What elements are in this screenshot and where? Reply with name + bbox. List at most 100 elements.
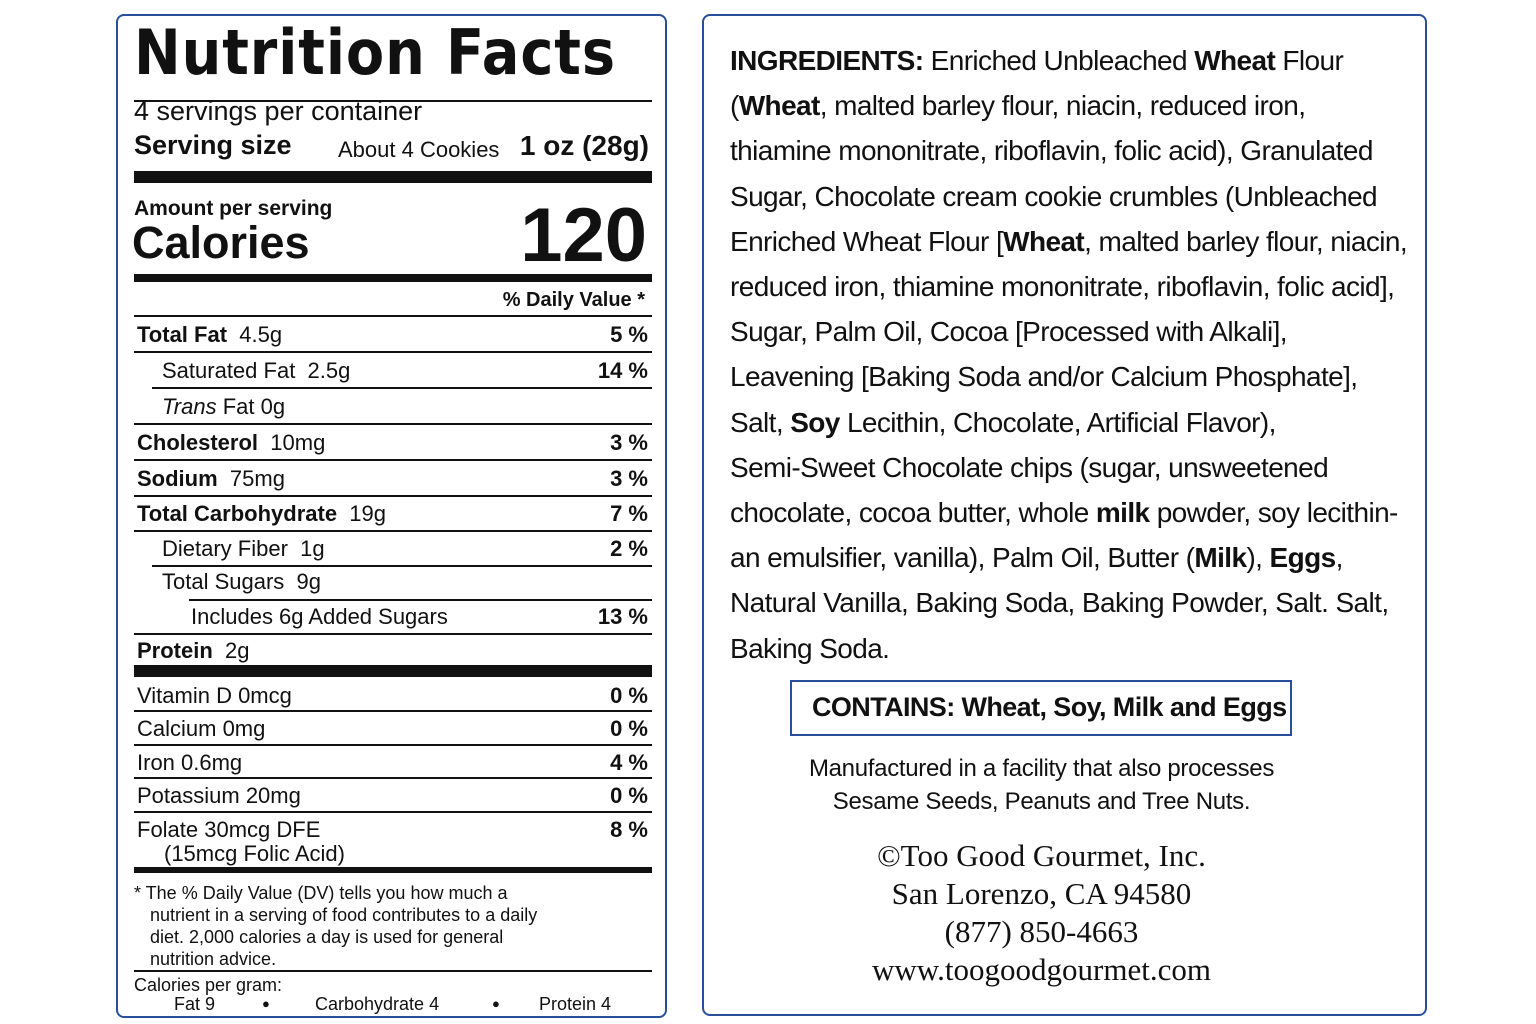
nutrient-dv: 3 %: [610, 466, 648, 491]
nutrient-name: Fat: [222, 394, 255, 419]
ingredients-panel: INGREDIENTS: Enriched Unbleached Wheat F…: [702, 14, 1427, 1016]
allergen-contains-text: CONTAINS: Wheat, Soy, Milk and Eggs: [812, 692, 1287, 722]
nutrient-row-added-sugars: Includes 6g Added Sugars 13 %: [134, 599, 652, 633]
ingredient-bold-segment: milk: [1095, 497, 1150, 529]
nutrient-label: Total Carbohydrate 19g: [137, 503, 386, 525]
divider: [134, 100, 652, 102]
ingredient-bold-segment: Wheat: [1194, 45, 1276, 76]
ingredient-segment: ,: [1335, 542, 1344, 574]
serving-size-value: 1 oz (28g): [519, 130, 649, 161]
nutrient-label: Dietary Fiber 1g: [162, 538, 325, 560]
nutrient-amount: 2g: [225, 638, 250, 663]
vitamin-dv: 0 %: [610, 783, 648, 808]
row-divider: [152, 387, 652, 389]
thick-divider: [134, 171, 652, 183]
ingredient-segment: Lecithin, Chocolate, Artificial Flavor),: [839, 406, 1276, 438]
ingredient-segment: Natural Vanilla, Baking Soda, Baking Pow…: [730, 587, 1389, 619]
row-divider: [134, 315, 652, 317]
vitamin-label: Calcium 0mg: [137, 716, 266, 741]
ingredient-line: Salt, Soy Lecithin, Chocolate, Artificia…: [730, 400, 1420, 445]
daily-value-header: % Daily Value *: [502, 289, 645, 311]
nutrient-row-cholesterol: Cholesterol 10mg 3 %: [134, 423, 652, 459]
calories-per-gram-label: Calories per gram:: [134, 975, 283, 995]
calories-value: 120: [520, 193, 647, 278]
nutrient-dv: 13 %: [597, 604, 648, 629]
ingredient-line: Baking Soda.: [730, 626, 1420, 671]
nutrient-name: Total Carbohydrate: [137, 501, 338, 526]
nutrient-name: Dietary Fiber: [162, 536, 288, 561]
bullet-icon: ●: [262, 996, 270, 1011]
ingredient-line: Semi-Sweet Chocolate chips (sugar, unswe…: [730, 445, 1420, 490]
nutrient-row-sodium: Sodium 75mg 3 %: [134, 459, 652, 495]
serving-size-label: Serving size: [134, 130, 292, 160]
ingredients-text: INGREDIENTS: Enriched Unbleached Wheat F…: [730, 38, 1420, 671]
ingredient-line: Leavening [Baking Soda and/or Calcium Ph…: [730, 354, 1420, 399]
vitamin-row-folate: Folate 30mcg DFE (15mcg Folic Acid) 8 %: [134, 811, 652, 867]
nutrient-name-italic: Trans: [162, 394, 217, 419]
nutrient-amount: 19g: [349, 501, 387, 526]
footnote-line: * The % Daily Value (DV) tells you how m…: [134, 883, 508, 903]
ingredient-segment: Leavening [Baking Soda and/or Calcium Ph…: [730, 361, 1358, 393]
row-divider: [134, 710, 652, 712]
row-divider: [134, 811, 652, 813]
nutrient-row-total-fat: Total Fat 4.5g 5 %: [134, 315, 652, 351]
ingredient-segment: powder, soy lecithin-: [1149, 497, 1399, 529]
calories-per-gram-fat: Fat 9: [174, 994, 216, 1014]
nutrient-label: Protein 2g: [137, 640, 250, 662]
nutrient-dv: 2 %: [610, 536, 648, 561]
nutrient-row-total-sugars: Total Sugars 9g: [134, 565, 652, 599]
nutrient-amount: 2.5g: [307, 358, 351, 383]
vitamin-label: Iron 0.6mg: [137, 750, 243, 775]
company-address: San Lorenzo, CA 94580: [891, 876, 1192, 911]
vitamin-dv: 0 %: [610, 683, 648, 708]
nutrient-amount: 75mg: [229, 466, 285, 491]
servings-per-container: 4 servings per container: [134, 96, 423, 126]
ingredient-bold-segment: INGREDIENTS:: [730, 45, 931, 76]
ingredient-bold-segment: Wheat: [1003, 225, 1085, 257]
calories-per-gram-carbohydrate: Carbohydrate 4: [315, 994, 440, 1014]
vitamin-label: Vitamin D 0mcg: [137, 683, 292, 708]
ingredient-line: thiamine mononitrate, riboflavin, folic …: [730, 128, 1420, 173]
facility-notice-line: Sesame Seeds, Peanuts and Tree Nuts.: [832, 788, 1251, 815]
nutrient-label: Total Fat 4.5g: [137, 324, 282, 346]
vitamin-dv: 0 %: [610, 716, 648, 741]
company-name: ©Too Good Gourmet, Inc.: [877, 838, 1206, 873]
nutrient-row-saturated-fat: Saturated Fat 2.5g 14 %: [134, 351, 652, 387]
allergen-contains-box: CONTAINS: Wheat, Soy, Milk and Eggs: [790, 680, 1292, 736]
vitamin-dv: 8 %: [610, 817, 648, 842]
ingredient-segment: Enriched Unbleached: [930, 45, 1195, 76]
ingredient-line: Enriched Wheat Flour [Wheat, malted barl…: [730, 219, 1420, 264]
thick-divider: [134, 665, 652, 677]
vitamin-label: Folate 30mcg DFE: [137, 817, 321, 842]
ingredient-bold-segment: Eggs: [1269, 542, 1337, 574]
calories-per-gram-protein: Protein 4: [539, 994, 612, 1014]
vitamin-row-vitamin-d: Vitamin D 0mcg 0 %: [134, 677, 652, 710]
daily-value-footnote: * The % Daily Value (DV) tells you how m…: [134, 882, 624, 970]
ingredient-segment: chocolate, cocoa butter, whole: [730, 497, 1096, 529]
footnote-line: nutrient in a serving of food contribute…: [150, 905, 538, 925]
nutrient-label: Cholesterol 10mg: [137, 432, 325, 454]
row-divider: [134, 495, 652, 497]
nutrient-name: Cholesterol: [137, 430, 259, 455]
ingredient-segment: thiamine mononitrate, riboflavin, folic …: [730, 135, 1373, 167]
vitamin-label: Potassium 20mg: [137, 783, 301, 808]
ingredient-segment: , malted barley flour, niacin,: [1084, 225, 1408, 257]
ingredient-segment: reduced iron, thiamine mononitrate, ribo…: [730, 271, 1395, 303]
nutrient-row-dietary-fiber: Dietary Fiber 1g 2 %: [134, 530, 652, 565]
ingredient-segment: an emulsifier, vanilla), Palm Oil, Butte…: [730, 542, 1195, 574]
nutrient-amount: 10mg: [270, 430, 326, 455]
nutrient-dv: 3 %: [610, 430, 648, 455]
nutrient-label: Saturated Fat 2.5g: [162, 360, 350, 382]
nutrient-label: Total Sugars 9g: [162, 571, 321, 593]
ingredient-segment: , malted barley flour, niacin, reduced i…: [819, 90, 1306, 122]
medium-divider: [134, 274, 652, 282]
row-divider: [134, 633, 652, 635]
facility-notice-line: Manufactured in a facility that also pro…: [808, 755, 1275, 782]
nutrient-amount: 4.5g: [239, 322, 283, 347]
ingredient-segment: ),: [1246, 542, 1270, 574]
ingredient-line: Sugar, Chocolate cream cookie crumbles (…: [730, 174, 1420, 219]
nutrition-facts-panel: Nutrition Facts 4 servings per container…: [116, 14, 667, 1018]
nutrient-name: Saturated Fat: [162, 358, 296, 383]
ingredient-segment: Sugar, Palm Oil, Cocoa [Processed with A…: [730, 316, 1288, 348]
nutrient-row-total-carbohydrate: Total Carbohydrate 19g 7 %: [134, 495, 652, 530]
